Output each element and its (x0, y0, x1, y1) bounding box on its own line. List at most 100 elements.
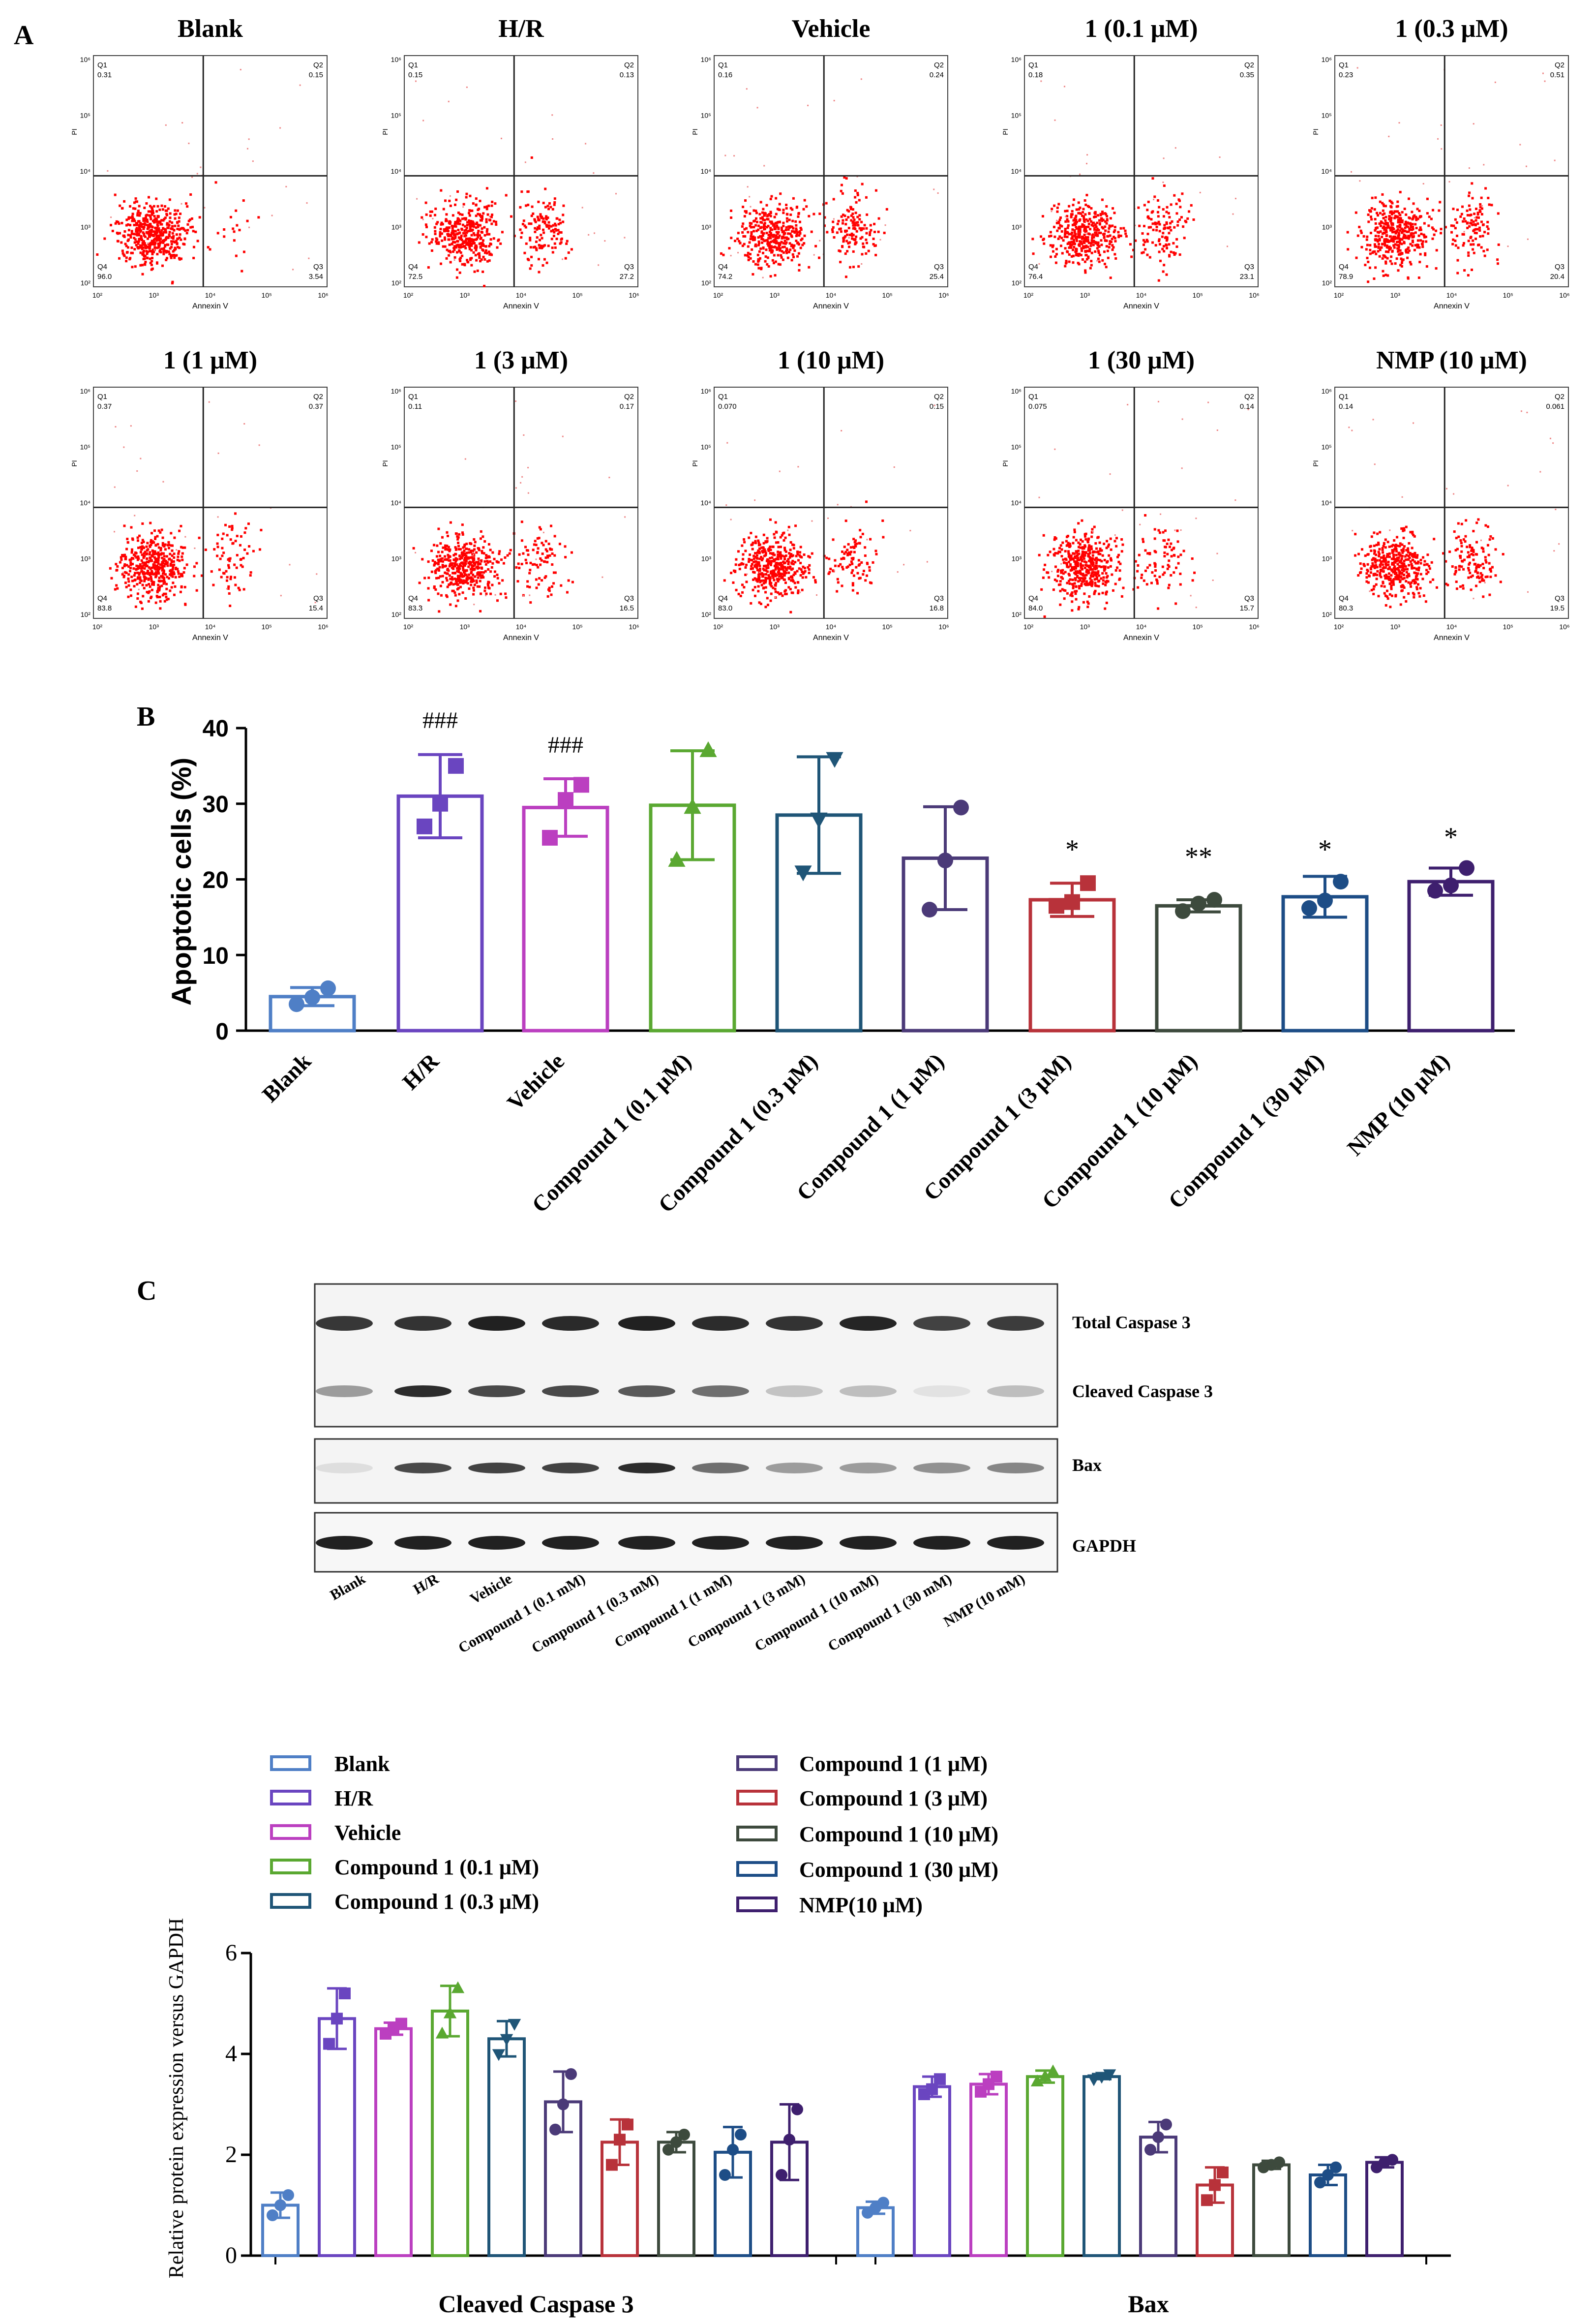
event-dot (1396, 210, 1399, 213)
event-dot (120, 556, 122, 559)
event-dot (523, 224, 526, 227)
event-dot (1114, 569, 1117, 572)
event-dot (486, 560, 489, 563)
event-dot (167, 223, 170, 226)
event-dot (837, 504, 839, 506)
event-dot (737, 232, 740, 235)
event-dot (757, 573, 760, 576)
event-dot (170, 243, 173, 245)
quadrant-name: Q1 (408, 61, 418, 69)
event-dot (172, 254, 175, 257)
event-dot (447, 233, 450, 236)
event-dot (467, 565, 470, 568)
event-dot (155, 239, 158, 242)
event-dot (150, 230, 152, 233)
q3-value: 15.4 (309, 604, 323, 612)
event-dot (1408, 227, 1411, 230)
flow-scatter (109, 401, 318, 610)
event-dot (1052, 244, 1054, 247)
y-tick-label: 10² (701, 611, 712, 618)
event-dot (308, 257, 310, 259)
event-dot (449, 555, 451, 558)
event-dot (1055, 580, 1058, 582)
event-dot (1400, 265, 1403, 268)
x-tick-label: 10³ (460, 623, 470, 631)
event-dot (1386, 222, 1389, 225)
event-dot (1497, 243, 1500, 246)
event-dot (169, 570, 172, 573)
event-dot (732, 581, 735, 584)
event-dot (1383, 231, 1385, 234)
event-dot (730, 519, 732, 520)
event-dot (1157, 279, 1160, 282)
event-dot (465, 547, 468, 550)
flow-plot: BlankQ10.31Q20.15Q496.0Q33.5410²10²10³10… (70, 15, 329, 310)
event-dot (135, 568, 138, 571)
event-dot (142, 217, 145, 220)
event-dot (1365, 248, 1368, 251)
event-dot (119, 232, 121, 235)
event-dot (488, 233, 491, 236)
event-dot (456, 217, 459, 220)
event-dot (1373, 277, 1376, 280)
event-dot (1163, 555, 1166, 558)
event-dot (1105, 266, 1108, 269)
event-dot (157, 572, 160, 575)
event-dot (754, 560, 757, 563)
event-dot (436, 221, 439, 224)
event-dot (487, 568, 490, 571)
event-dot (846, 552, 849, 555)
event-dot (496, 573, 499, 576)
event-dot (1075, 598, 1078, 601)
event-dot (782, 242, 785, 245)
quadrant-name: Q1 (408, 393, 418, 401)
q2-value: 0.24 (930, 71, 944, 79)
event-dot (758, 551, 761, 554)
event-dot (783, 558, 786, 561)
event-dot (445, 558, 448, 561)
event-dot (146, 220, 149, 223)
event-dot (1471, 197, 1474, 200)
event-dot (1089, 545, 1092, 548)
event-dot (151, 581, 154, 583)
event-dot (763, 222, 766, 225)
event-dot (852, 216, 855, 219)
event-dot (1397, 221, 1400, 224)
event-dot (115, 426, 117, 428)
event-dot (189, 226, 192, 229)
event-dot (465, 192, 468, 195)
event-dot (1367, 260, 1370, 263)
event-dot (933, 404, 935, 406)
event-dot (152, 551, 155, 554)
event-dot (439, 575, 442, 578)
event-dot (535, 248, 538, 251)
event-dot (181, 122, 183, 124)
event-dot (143, 576, 146, 579)
event-dot (434, 233, 437, 236)
event-dot (463, 556, 466, 559)
event-dot (174, 585, 177, 588)
event-dot (1403, 223, 1406, 226)
event-dot (149, 585, 151, 588)
event-dot (777, 242, 780, 245)
event-dot (526, 190, 529, 193)
event-dot (153, 221, 156, 224)
event-dot (723, 579, 726, 582)
event-dot (872, 237, 875, 240)
event-dot (756, 564, 759, 567)
event-dot (1049, 244, 1052, 247)
event-dot (524, 226, 527, 229)
flow-plot: 1 (10 μM)Q10.070Q20.15Q483.0Q316.810²10²… (691, 346, 949, 642)
event-dot (870, 229, 872, 232)
event-dot (1099, 222, 1102, 225)
event-dot (937, 192, 939, 194)
event-dot (1087, 242, 1090, 245)
event-dot (149, 567, 152, 570)
event-dot (129, 567, 132, 570)
event-dot (1369, 252, 1372, 255)
event-dot (185, 563, 188, 566)
event-dot (1078, 219, 1081, 222)
event-dot (1414, 231, 1417, 234)
event-dot (465, 231, 468, 234)
event-dot (180, 524, 182, 527)
